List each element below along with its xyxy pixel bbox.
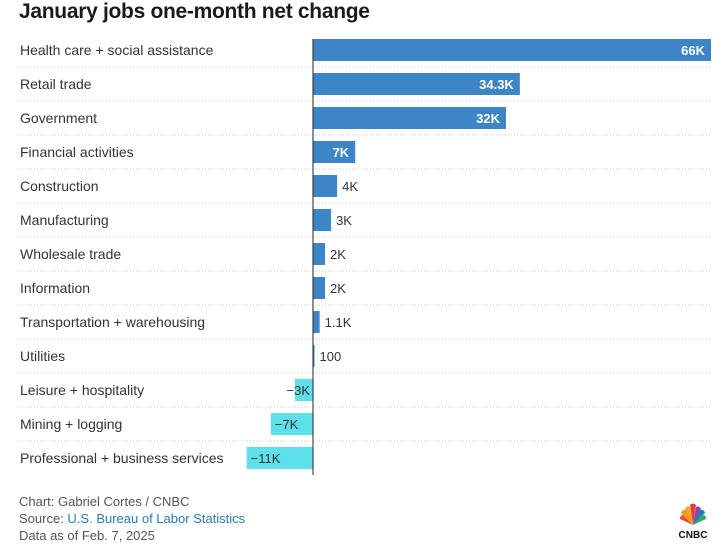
- category-label: Manufacturing: [20, 212, 109, 228]
- source-line: Source: U.S. Bureau of Labor Statistics: [19, 510, 245, 527]
- bar: [313, 141, 356, 163]
- bar-chart: Health care + social assistance 66K Retail…: [19, 39, 711, 475]
- category-label: Health care + social assistance: [20, 42, 214, 58]
- bar: [246, 447, 313, 469]
- source-link[interactable]: U.S. Bureau of Labor Statistics: [67, 511, 246, 526]
- category-label: Retail trade: [20, 76, 92, 92]
- value-label: 7K: [333, 145, 350, 160]
- value-label: 66K: [681, 43, 705, 58]
- data-date: Data as of Feb. 7, 2025: [19, 528, 155, 543]
- value-label: 4K: [342, 179, 358, 194]
- bar: [313, 243, 326, 265]
- value-label: 2K: [330, 247, 346, 262]
- category-label: Information: [20, 280, 90, 296]
- value-label: 3K: [336, 213, 352, 228]
- value-label: 34.3K: [479, 77, 514, 92]
- bar: [270, 413, 313, 435]
- bar: [313, 73, 520, 95]
- bar: [313, 107, 506, 129]
- category-label: Professional + business services: [20, 450, 224, 466]
- bar: [313, 39, 711, 61]
- logo-text: CNBC: [679, 530, 708, 540]
- category-label: Wholesale trade: [20, 246, 121, 262]
- bar: [313, 345, 315, 367]
- chart-title: January jobs one-month net change: [19, 0, 370, 23]
- category-label: Financial activities: [20, 144, 134, 160]
- chart-footer: Chart: Gabriel Cortes / CNBC Source: U.S…: [19, 493, 245, 544]
- bar: [294, 379, 313, 401]
- value-label: −7K: [275, 417, 299, 432]
- bar: [313, 175, 338, 197]
- value-label: 2K: [330, 281, 346, 296]
- category-label: Leisure + hospitality: [20, 382, 144, 398]
- value-label: 32K: [476, 111, 500, 126]
- category-label: Construction: [20, 178, 99, 194]
- value-label: 1.1K: [325, 315, 352, 330]
- bar: [313, 277, 326, 299]
- bar: [313, 311, 320, 333]
- cnbc-peacock-icon: CNBC: [679, 503, 708, 540]
- chart-credit: Chart: Gabriel Cortes / CNBC: [19, 494, 190, 509]
- category-label: Government: [20, 110, 97, 126]
- category-label: Transportation + warehousing: [20, 314, 205, 330]
- source-prefix: Source:: [19, 511, 68, 526]
- bar: [313, 209, 332, 231]
- value-label: 100: [320, 349, 342, 364]
- category-label: Utilities: [20, 348, 65, 364]
- value-label: −11K: [251, 451, 281, 466]
- category-label: Mining + logging: [20, 416, 122, 432]
- value-label: −3K: [287, 383, 311, 398]
